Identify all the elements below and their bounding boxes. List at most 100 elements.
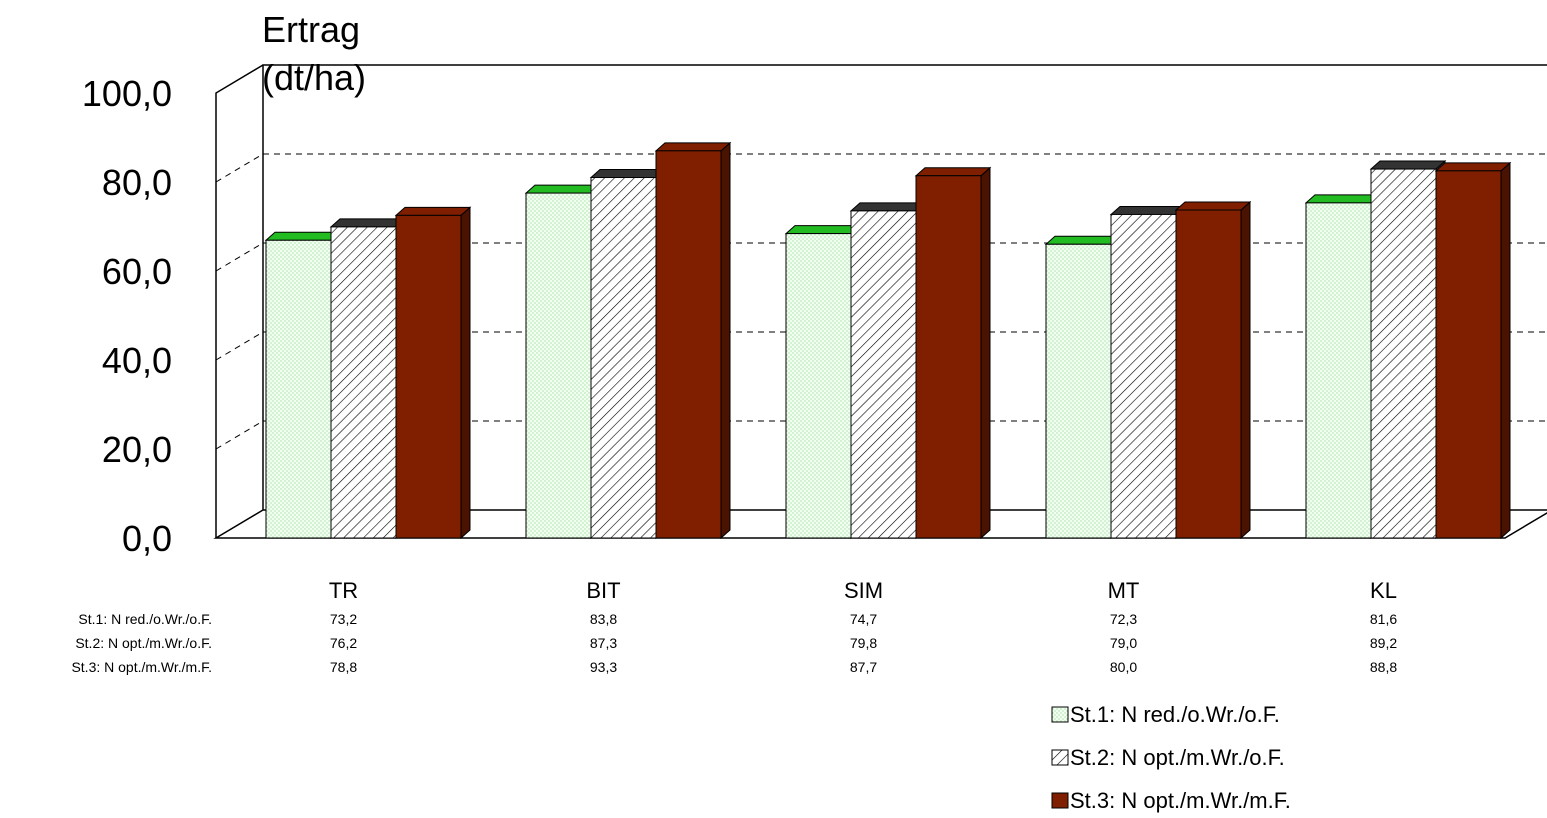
bar-top <box>524 184 602 194</box>
bar-top <box>1304 194 1382 204</box>
bar-front <box>1175 209 1242 539</box>
bar-top <box>589 169 667 179</box>
y-axis: 0,0 20,0 40,0 60,0 80,0 100,0 <box>82 73 172 559</box>
legend-label: St.2: N opt./m.Wr./o.F. <box>1070 745 1285 770</box>
table-cell: 78,8 <box>330 659 357 675</box>
bar <box>1109 205 1187 540</box>
bar-top <box>1369 160 1447 170</box>
bar <box>1304 193 1382 540</box>
bar-top <box>784 225 862 235</box>
bar-front <box>915 175 982 539</box>
bar-front <box>655 150 722 539</box>
gridlines <box>215 153 1547 450</box>
bar <box>329 217 407 540</box>
bar-front <box>590 177 657 539</box>
y-tick-label: 100,0 <box>82 73 172 114</box>
side-wall <box>215 64 264 538</box>
bar-top <box>1174 201 1252 211</box>
table-cell: 89,2 <box>1370 635 1397 651</box>
y-tick-label: 0,0 <box>122 518 172 559</box>
table-cell: 88,8 <box>1370 659 1397 675</box>
table-cell: 87,7 <box>850 659 877 675</box>
bar <box>394 206 472 540</box>
data-table: 73,2 76,2 78,8 83,8 87,3 93,3 74,7 79,8 87,7 72,3… <box>71 611 1397 675</box>
bar-side <box>980 166 991 540</box>
legend-swatch <box>1051 749 1069 766</box>
y-tick-label: 60,0 <box>102 251 172 292</box>
gridline-side <box>215 331 264 361</box>
y-tick-label: 80,0 <box>102 162 172 203</box>
legend-swatch <box>1051 792 1069 809</box>
table-cell: 73,2 <box>330 611 357 627</box>
y-axis-label-line-2: (dt/ha) <box>262 57 366 98</box>
bar-front <box>1110 213 1177 539</box>
bar-top <box>1434 162 1512 172</box>
bar-side <box>720 141 731 540</box>
back-wall <box>262 64 1547 510</box>
bar-front <box>1305 202 1372 539</box>
bar-top <box>264 231 342 241</box>
bar-side <box>1500 161 1511 540</box>
bar <box>1044 235 1122 540</box>
table-cell: 79,0 <box>1110 635 1137 651</box>
bar-top <box>654 142 732 152</box>
table-cell: 79,8 <box>850 635 877 651</box>
bar-side <box>460 206 471 540</box>
bar-side <box>1240 200 1251 540</box>
table-cell: 74,7 <box>850 611 877 627</box>
table-cell: 80,0 <box>1110 659 1137 675</box>
bar-front <box>525 192 592 539</box>
y-tick-label: 20,0 <box>102 429 172 470</box>
bar <box>264 231 342 540</box>
gridline-side <box>215 153 264 183</box>
bar <box>914 166 992 540</box>
category-labels: TR BIT SIM MT KL <box>329 578 1397 603</box>
legend-label: St.1: N red./o.Wr./o.F. <box>1070 702 1280 727</box>
bars <box>264 141 1512 540</box>
bar <box>1434 161 1512 540</box>
bar <box>524 183 602 540</box>
table-cell: 93,3 <box>590 659 617 675</box>
category-label: KL <box>1370 578 1397 603</box>
bar-front <box>1370 168 1437 539</box>
gridline-side <box>215 242 264 272</box>
legend-label: St.3: N opt./m.Wr./m.F. <box>1070 788 1291 813</box>
legend: St.1: N red./o.Wr./o.F. St.2: N opt./m.Wr… <box>1051 702 1291 813</box>
gridline-side <box>215 420 264 450</box>
category-label: BIT <box>586 578 620 603</box>
table-row-label: St.1: N red./o.Wr./o.F. <box>78 611 212 627</box>
bar-front <box>850 210 917 539</box>
bar <box>1174 200 1252 540</box>
table-row-label: St.3: N opt./m.Wr./m.F. <box>71 659 212 675</box>
bar-top <box>329 218 407 228</box>
bar-front <box>1045 243 1112 539</box>
bar-top <box>1109 205 1187 215</box>
legend-swatch <box>1051 706 1069 723</box>
bar <box>784 224 862 540</box>
bar <box>849 201 927 540</box>
bar <box>654 141 732 540</box>
table-cell: 76,2 <box>330 635 357 651</box>
bar <box>1369 159 1447 540</box>
bar-front <box>1435 170 1502 539</box>
y-tick-label: 40,0 <box>102 340 172 381</box>
category-label: TR <box>329 578 358 603</box>
table-row-label: St.2: N opt./m.Wr./o.F. <box>75 635 212 651</box>
bar-top <box>914 167 992 177</box>
bar-front <box>785 233 852 539</box>
table-cell: 72,3 <box>1110 611 1137 627</box>
category-label: MT <box>1108 578 1140 603</box>
bar-top <box>394 206 472 216</box>
bar-top <box>1044 235 1122 245</box>
table-cell: 83,8 <box>590 611 617 627</box>
y-axis-label-line-1: Ertrag <box>262 9 360 50</box>
bar-front <box>395 214 462 539</box>
bar <box>589 168 667 540</box>
table-cell: 87,3 <box>590 635 617 651</box>
bar-front <box>330 226 397 539</box>
table-cell: 81,6 <box>1370 611 1397 627</box>
bar-top <box>849 202 927 212</box>
category-label: SIM <box>844 578 883 603</box>
bar-front <box>265 239 332 539</box>
